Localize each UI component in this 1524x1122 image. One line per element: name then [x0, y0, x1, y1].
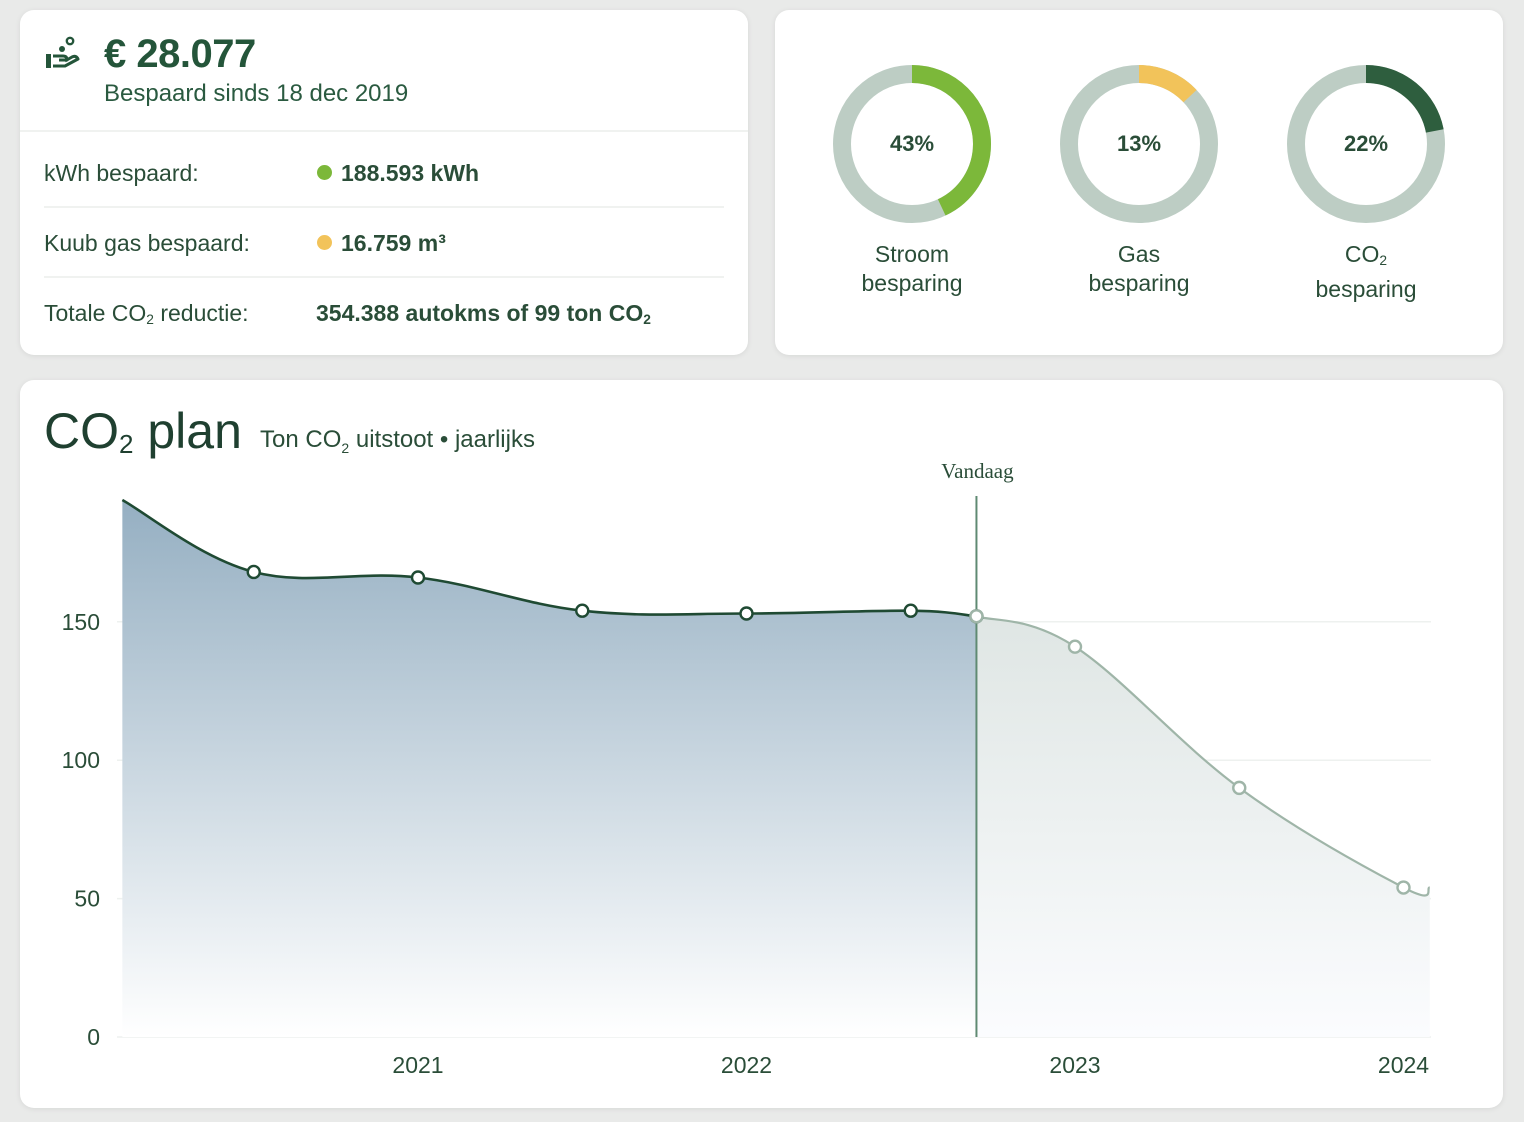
- today-label: Vandaag: [941, 459, 1014, 483]
- x-tick-label: 2021: [392, 1052, 443, 1078]
- actual-point: [575, 603, 590, 618]
- stroom-donut: 43%: [832, 64, 992, 224]
- gas-donut-label: Gas besparing: [1088, 241, 1190, 296]
- actual-point: [903, 603, 918, 618]
- co2-plan-chart: 0 50 100 150 2021 2022 2023 2024 Vandaag: [62, 459, 1431, 1078]
- kwh-dot: [317, 165, 332, 180]
- actual-area: [122, 500, 977, 1037]
- money-hand-icon: [46, 36, 80, 68]
- x-tick-label: 2024: [1378, 1052, 1429, 1078]
- kwh-label: kWh bespaard:: [44, 160, 199, 186]
- gas-dot: [317, 235, 332, 250]
- chart-title: CO2 plan: [44, 403, 242, 460]
- co2-donut-ring: [1287, 65, 1445, 223]
- x-tick-label: 2022: [721, 1052, 772, 1078]
- y-tick-label: 50: [74, 886, 100, 912]
- y-tick-label: 150: [62, 609, 100, 635]
- savings-since: Bespaard sinds 18 dec 2019: [104, 80, 409, 107]
- gas-row: Kuub gas bespaard: 16.759 m³: [44, 210, 724, 278]
- stroom-label: Stroom besparing: [861, 241, 963, 296]
- forecast-area: [976, 616, 1430, 1037]
- donut-card: 43% Stroom besparing 13% Gas besparing 22%…: [775, 10, 1503, 355]
- gas-donut: 13%: [1059, 64, 1219, 224]
- co2-pct: 22%: [1343, 131, 1389, 156]
- co2-value: 354.388 autokms of 99 ton CO2: [316, 300, 651, 327]
- actual-point: [410, 570, 426, 585]
- gas-donut-ring: [1060, 65, 1218, 223]
- gas-label: Kuub gas bespaard:: [44, 230, 250, 256]
- savings-header: € 28.077 Bespaard sinds 18 dec 2019: [20, 10, 748, 132]
- savings-amount: € 28.077: [104, 32, 256, 76]
- actual-point: [739, 606, 754, 621]
- forecast-point: [1396, 880, 1411, 895]
- gas-value: 16.759 m³: [341, 230, 446, 256]
- x-tick-label: 2023: [1049, 1052, 1100, 1078]
- stroom-pct: 43%: [889, 131, 935, 156]
- y-tick-label: 0: [87, 1024, 100, 1050]
- savings-card: € 28.077 Bespaard sinds 18 dec 2019 kWh …: [20, 10, 748, 355]
- co2-donut-label: CO2 besparing: [1315, 241, 1417, 302]
- co2-label: Totale CO2 reductie:: [44, 300, 249, 327]
- co2-donut: 22%: [1286, 64, 1446, 224]
- stroom-donut-ring: [833, 65, 991, 223]
- gas-pct: 13%: [1116, 131, 1162, 156]
- kwh-row: kWh bespaard: 188.593 kWh: [44, 140, 724, 208]
- co2-plan-card: 0 50 100 150 2021 2022 2023 2024 Vandaag CO2 pla…: [20, 380, 1503, 1108]
- chart-subtitle: Ton CO2 uitstoot • jaarlijks: [260, 426, 535, 456]
- forecast-point: [969, 609, 984, 624]
- forecast-point: [1067, 639, 1083, 654]
- co2-row: Totale CO2 reductie: 354.388 autokms of …: [44, 280, 724, 348]
- actual-point: [246, 564, 261, 580]
- forecast-point: [1232, 780, 1247, 796]
- kwh-value: 188.593 kWh: [341, 160, 480, 186]
- y-tick-label: 100: [62, 747, 100, 773]
